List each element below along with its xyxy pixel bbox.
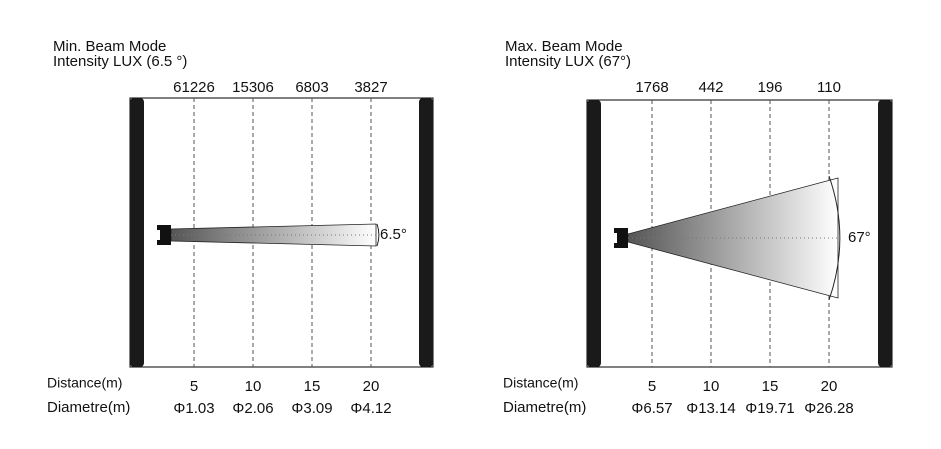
distance-value: 10 xyxy=(703,378,720,395)
distance-value: 10 xyxy=(245,378,262,395)
diameter-value: Φ19.71 xyxy=(745,400,795,417)
angle-label: 67° xyxy=(848,229,871,246)
diameter-value: Φ3.09 xyxy=(291,400,332,417)
diameter-value: Φ4.12 xyxy=(350,400,391,417)
diameter-value: Φ1.03 xyxy=(173,400,214,417)
lux-value: 15306 xyxy=(232,79,274,96)
angle-arc xyxy=(376,223,380,247)
lux-value: 442 xyxy=(698,79,723,96)
diameter-label: Diametre(m) xyxy=(47,399,130,416)
panel-subtitle: Intensity LUX (6.5 °) xyxy=(53,53,187,70)
fixture xyxy=(614,228,628,248)
distance-label: Distance(m) xyxy=(503,375,578,391)
angle-arc xyxy=(828,175,841,301)
lux-value: 6803 xyxy=(295,79,328,96)
diameter-value: Φ13.14 xyxy=(686,400,736,417)
distance-value: 5 xyxy=(190,378,198,395)
panel-title: Max. Beam Mode xyxy=(505,38,623,55)
diameter-value: Φ6.57 xyxy=(631,400,672,417)
wall-right xyxy=(878,100,892,367)
distance-value: 15 xyxy=(762,378,779,395)
fixture xyxy=(157,225,171,245)
panel-title: Min. Beam Mode xyxy=(53,38,166,55)
wall-right xyxy=(419,98,433,367)
distance-value: 20 xyxy=(363,378,380,395)
distance-value: 5 xyxy=(648,378,656,395)
wall-left xyxy=(587,100,601,367)
wall-left xyxy=(130,98,144,367)
panel-subtitle: Intensity LUX (67°) xyxy=(505,53,631,70)
diameter-value: Φ2.06 xyxy=(232,400,273,417)
lux-value: 196 xyxy=(757,79,782,96)
distance-value: 20 xyxy=(821,378,838,395)
distance-value: 15 xyxy=(304,378,321,395)
angle-label: 6.5° xyxy=(380,226,407,243)
lux-value: 110 xyxy=(817,79,841,96)
diameter-label: Diametre(m) xyxy=(503,399,586,416)
lux-value: 1768 xyxy=(635,79,668,96)
lux-value: 61226 xyxy=(173,79,215,96)
distance-label: Distance(m) xyxy=(47,375,122,391)
diameter-value: Φ26.28 xyxy=(804,400,854,417)
lux-value: 3827 xyxy=(354,79,387,96)
beam xyxy=(170,223,377,247)
